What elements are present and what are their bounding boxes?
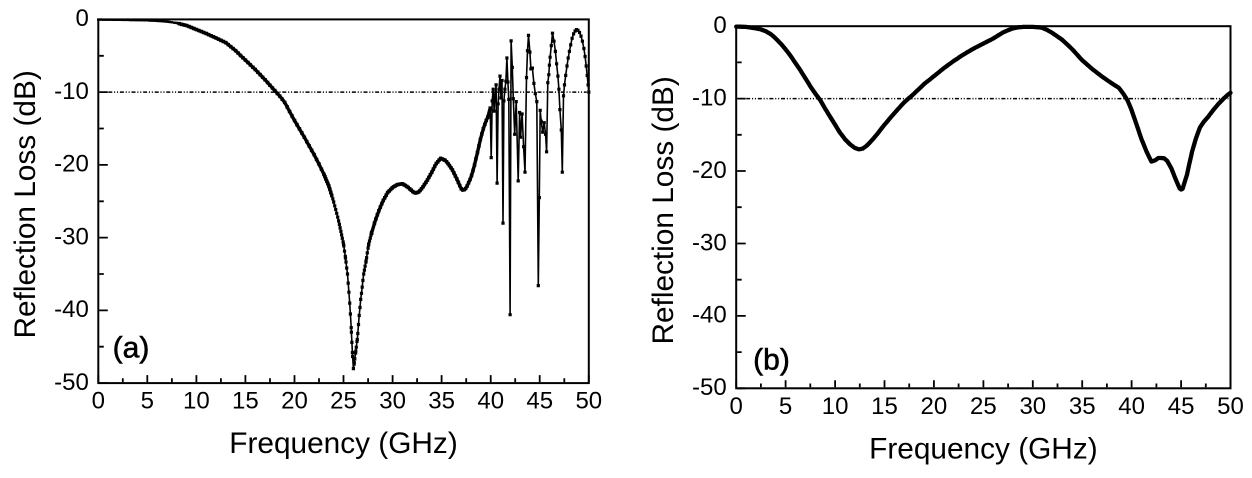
svg-text:20: 20 bbox=[921, 393, 948, 420]
svg-text:50: 50 bbox=[575, 388, 602, 415]
svg-text:30: 30 bbox=[379, 388, 406, 415]
svg-text:20: 20 bbox=[281, 388, 308, 415]
svg-text:5: 5 bbox=[141, 388, 154, 415]
svg-text:-50: -50 bbox=[54, 369, 89, 396]
svg-text:-10: -10 bbox=[692, 84, 727, 111]
svg-text:10: 10 bbox=[822, 393, 849, 420]
svg-text:25: 25 bbox=[330, 388, 357, 415]
svg-text:0: 0 bbox=[713, 12, 726, 39]
svg-text:0: 0 bbox=[92, 388, 105, 415]
svg-text:15: 15 bbox=[232, 388, 259, 415]
svg-text:(a): (a) bbox=[113, 332, 150, 365]
svg-text:35: 35 bbox=[1069, 393, 1096, 420]
svg-text:45: 45 bbox=[526, 388, 553, 415]
svg-text:45: 45 bbox=[1168, 393, 1195, 420]
svg-text:40: 40 bbox=[1118, 393, 1145, 420]
svg-text:25: 25 bbox=[970, 393, 997, 420]
svg-text:0: 0 bbox=[75, 5, 88, 32]
svg-text:35: 35 bbox=[428, 388, 455, 415]
svg-text:10: 10 bbox=[183, 388, 210, 415]
svg-text:(b): (b) bbox=[753, 344, 790, 377]
svg-text:Frequency (GHz): Frequency (GHz) bbox=[869, 432, 1098, 465]
svg-text:-30: -30 bbox=[692, 229, 727, 256]
svg-text:Frequency (GHz): Frequency (GHz) bbox=[229, 427, 458, 460]
svg-text:Reflection Loss (dB): Reflection Loss (dB) bbox=[647, 76, 680, 344]
svg-text:-50: -50 bbox=[692, 374, 727, 401]
svg-text:15: 15 bbox=[871, 393, 898, 420]
svg-text:50: 50 bbox=[1217, 393, 1244, 420]
svg-text:-40: -40 bbox=[54, 296, 89, 323]
svg-text:30: 30 bbox=[1019, 393, 1046, 420]
svg-text:5: 5 bbox=[779, 393, 792, 420]
svg-text:Reflection Loss (dB): Reflection Loss (dB) bbox=[9, 70, 42, 338]
svg-text:0: 0 bbox=[730, 393, 743, 420]
svg-text:-20: -20 bbox=[692, 157, 727, 184]
svg-text:40: 40 bbox=[477, 388, 504, 415]
svg-text:-10: -10 bbox=[54, 78, 89, 105]
svg-text:-40: -40 bbox=[692, 302, 727, 329]
svg-text:-30: -30 bbox=[54, 223, 89, 250]
svg-text:-20: -20 bbox=[54, 151, 89, 178]
